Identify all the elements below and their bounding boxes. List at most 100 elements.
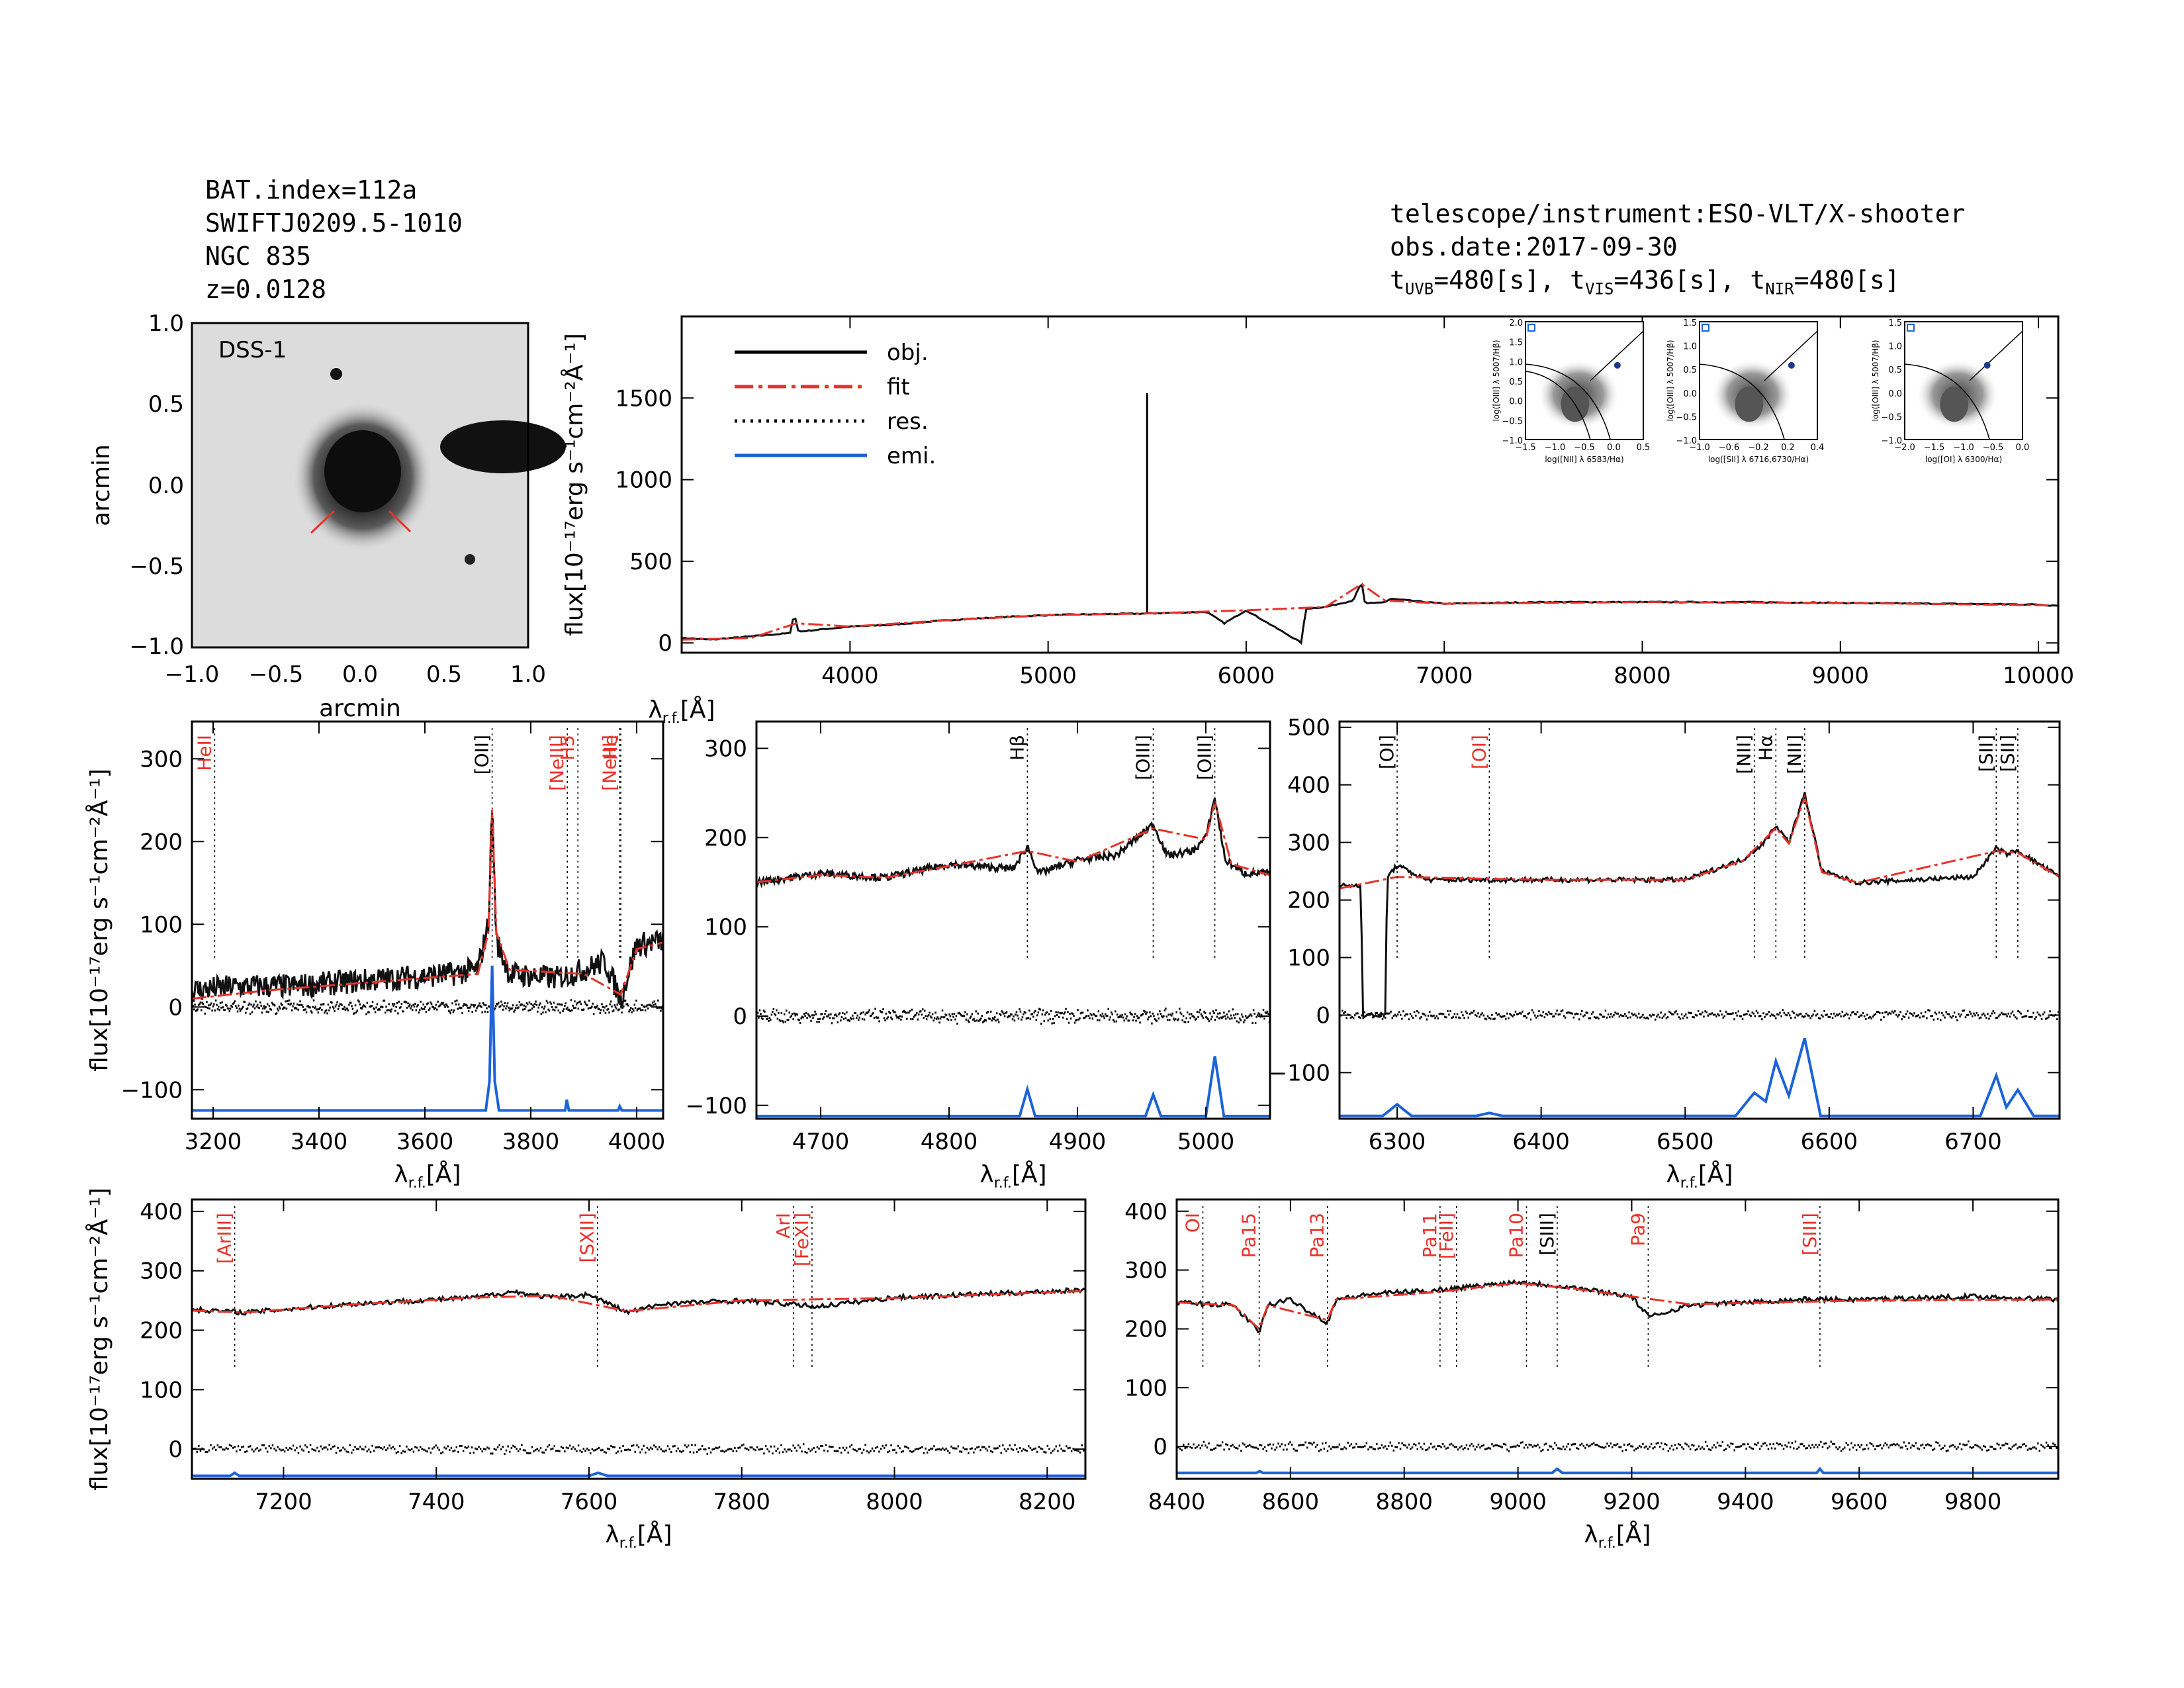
ytick-label: 300 bbox=[140, 1258, 183, 1285]
bpt-xlabel: log([SII] λ 6716,6730/Hα) bbox=[1708, 455, 1809, 464]
bpt-marker-icon bbox=[1527, 324, 1535, 332]
plot-area bbox=[192, 810, 663, 1112]
dss-image-panel: −1.0 −0.5 0.0 0.5 1.0 1.0 0.5 0.0 −0.5 −… bbox=[88, 310, 566, 722]
ytick-label: 400 bbox=[140, 1199, 183, 1225]
xtick-label: 4700 bbox=[792, 1129, 850, 1155]
target-info: BAT.index=112a SWIFTJ0209.5-1010 NGC 835… bbox=[205, 173, 463, 306]
target-marker bbox=[1614, 361, 1621, 369]
xtick-label: 4800 bbox=[921, 1129, 978, 1155]
legend-label: emi. bbox=[887, 443, 936, 469]
exposure-times: tUVB=480[s], tVIS=436[s], tNIR=480[s] bbox=[1390, 265, 1900, 299]
bpt-xlabel: log([NII] λ 6583/Hα) bbox=[1545, 455, 1623, 464]
demarcation-curve bbox=[1699, 363, 1785, 440]
ytick-label: 1500 bbox=[615, 385, 672, 412]
plot-frame bbox=[1175, 1198, 2060, 1480]
emission-model bbox=[756, 1056, 1270, 1117]
emission-model bbox=[1177, 1466, 2058, 1475]
ytick-label: 1000 bbox=[615, 467, 672, 494]
neighbor-galaxy bbox=[440, 420, 566, 473]
xtick-label: 3200 bbox=[185, 1129, 242, 1155]
residual-series bbox=[192, 999, 663, 1015]
ytick-label: −100 bbox=[1269, 1060, 1330, 1086]
slit-marker bbox=[388, 510, 412, 533]
bpt-ytick: 0.5 bbox=[1509, 377, 1523, 387]
ytick-label: −100 bbox=[121, 1077, 183, 1103]
line-label: [FeII] bbox=[1435, 1213, 1457, 1259]
ytick-label: 200 bbox=[1124, 1316, 1167, 1342]
seyfert-liner-line bbox=[1590, 330, 1644, 381]
ytick-label: 200 bbox=[1287, 888, 1330, 914]
ytick-label: 0 bbox=[1316, 1002, 1330, 1029]
ytick-label: 300 bbox=[704, 735, 747, 762]
redshift: z=0.0128 bbox=[205, 275, 327, 304]
ytick-label: 400 bbox=[1124, 1199, 1167, 1225]
line-label: OI bbox=[1182, 1213, 1204, 1233]
bpt-xtick: −2.0 bbox=[1894, 443, 1915, 453]
y-axis-label: flux[10⁻¹⁷erg s⁻¹cm⁻²Å⁻¹] bbox=[85, 1188, 113, 1491]
slit-marker bbox=[310, 510, 336, 534]
emission-model bbox=[192, 965, 663, 1112]
chart-full: 4000 5000 6000 7000 8000 9000 10000 0 500 1000 150… bbox=[560, 315, 2074, 727]
bpt-ytick: 1.0 bbox=[1509, 357, 1523, 367]
bpt-frame bbox=[1904, 321, 2023, 440]
line-label: [FeXI] bbox=[791, 1213, 813, 1266]
ytick-label: 100 bbox=[1124, 1375, 1167, 1401]
residual-series bbox=[1177, 1440, 2058, 1452]
bpt-ylabel: log([OIII] λ 5007/Hβ) bbox=[1492, 340, 1501, 421]
xtick-label: 7600 bbox=[561, 1489, 618, 1515]
x-axis-label: λr.f.[Å] bbox=[605, 1520, 672, 1552]
line-label: [OII] bbox=[471, 735, 493, 774]
fit-spectrum bbox=[756, 801, 1270, 884]
x-axis-label: λr.f.[Å] bbox=[1584, 1520, 1651, 1552]
bpt-xtick: −1.0 bbox=[1953, 443, 1974, 453]
bpt-xtick: −1.5 bbox=[1515, 443, 1536, 453]
xtick-label: 7800 bbox=[713, 1489, 771, 1515]
line-label: HeII bbox=[193, 735, 215, 771]
ytick-label: 100 bbox=[704, 914, 747, 941]
ytick-label: 200 bbox=[140, 829, 183, 855]
bpt-ytick: 1.0 bbox=[1888, 342, 1902, 352]
y-axis-label: flux[10⁻¹⁷erg s⁻¹cm⁻²Å⁻¹] bbox=[85, 769, 113, 1072]
bat-index: BAT.index=112a bbox=[205, 175, 418, 205]
line-label: Pa11 bbox=[1419, 1213, 1441, 1258]
bpt-xtick: −0.2 bbox=[1748, 443, 1769, 453]
object-spectrum bbox=[1177, 1278, 2058, 1334]
xtick-label: 10000 bbox=[2003, 663, 2074, 689]
ytick-label: 300 bbox=[140, 746, 183, 773]
ytick-label: 100 bbox=[140, 912, 183, 938]
bpt-ytick: −1.0 bbox=[1676, 436, 1697, 446]
bpt-frame bbox=[1525, 321, 1644, 440]
fit-spectrum bbox=[682, 583, 2049, 641]
img-xtick: −0.5 bbox=[249, 661, 304, 688]
xtick-label: 6000 bbox=[1218, 663, 1275, 689]
ytick-label: −100 bbox=[686, 1093, 747, 1119]
line-label: [SXII] bbox=[576, 1213, 598, 1262]
line-label: Hα bbox=[1754, 735, 1776, 761]
xtick-label: 7400 bbox=[408, 1489, 465, 1515]
plot-frame bbox=[680, 315, 2060, 654]
img-ylabel: arcmin bbox=[88, 444, 115, 526]
bpt-ytick: 0.5 bbox=[1683, 365, 1697, 375]
bpt-marker-icon bbox=[1907, 324, 1915, 332]
target-marker bbox=[1983, 361, 1991, 369]
demarcation-curve bbox=[1525, 363, 1611, 440]
star bbox=[465, 554, 475, 565]
xtick-label: 6700 bbox=[1944, 1129, 2002, 1155]
xtick-label: 8800 bbox=[1375, 1489, 1433, 1515]
legend-label: obj. bbox=[887, 340, 929, 366]
xtick-label: 4000 bbox=[608, 1129, 666, 1155]
ytick-label: 100 bbox=[140, 1377, 183, 1403]
bpt-xtick: 0.5 bbox=[1637, 443, 1651, 453]
ytick-label: 0 bbox=[1153, 1434, 1167, 1460]
line-label: [NeIII] bbox=[598, 735, 620, 791]
bpt-ytick: 0.0 bbox=[1683, 389, 1697, 399]
img-xtick: 1.0 bbox=[510, 661, 546, 688]
bpt-panel-u: −1.5 −1.0 −0.5 0.0 0.52.01.51.00.50.0−0.5−1.… bbox=[1492, 318, 1650, 464]
plot-frame bbox=[191, 1198, 1087, 1480]
plot-area bbox=[1177, 1278, 2058, 1475]
xtick-label: 6600 bbox=[1801, 1129, 1858, 1155]
x-axis-label: λr.f.[Å] bbox=[979, 1160, 1046, 1192]
demarcation-curve bbox=[1525, 371, 1591, 440]
bpt-ytick: 1.0 bbox=[1683, 342, 1697, 352]
seyfert-liner-line bbox=[1969, 330, 2023, 381]
